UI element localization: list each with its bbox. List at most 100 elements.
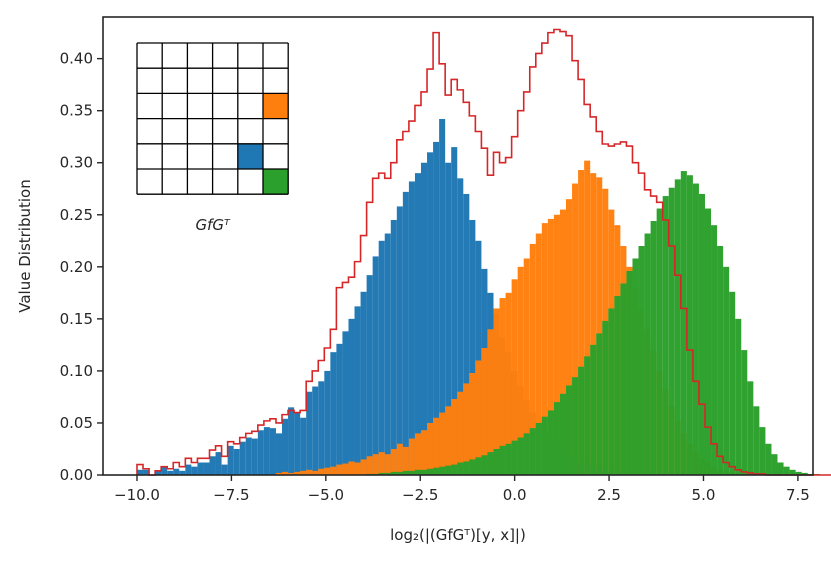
- bar: [451, 399, 458, 475]
- series-2: [366, 171, 820, 476]
- bar: [747, 381, 754, 475]
- bar: [342, 331, 349, 475]
- bar: [602, 320, 609, 475]
- bar: [427, 468, 434, 475]
- bar: [566, 385, 573, 475]
- bar: [408, 438, 415, 475]
- bar: [771, 454, 778, 475]
- bar: [457, 391, 464, 475]
- bar: [384, 454, 391, 475]
- bar: [324, 467, 331, 475]
- x-axis: −10.0 −7.5 −5.0 −2.5 0.0 2.5 5.0 7.5: [114, 475, 810, 504]
- bar: [578, 170, 585, 475]
- x-tick-label: 7.5: [786, 486, 810, 504]
- bar: [275, 472, 283, 475]
- bar: [469, 459, 476, 475]
- bar: [408, 181, 415, 476]
- bar: [493, 308, 500, 475]
- bar: [559, 209, 567, 475]
- y-tick-label: 0.35: [60, 102, 93, 120]
- bar: [650, 221, 657, 475]
- y-tick-label: 0.00: [60, 466, 93, 484]
- bar: [263, 427, 270, 475]
- bar: [360, 459, 367, 475]
- bar: [155, 470, 162, 475]
- bar: [384, 472, 391, 475]
- matrix-inset: [136, 42, 289, 195]
- bar: [420, 469, 428, 475]
- x-tick-label: −10.0: [114, 486, 160, 504]
- inset-label: GfGᵀ: [195, 216, 231, 234]
- bar: [451, 464, 458, 475]
- bar: [439, 412, 446, 475]
- bar: [668, 187, 675, 475]
- bar: [354, 462, 361, 475]
- bar: [282, 418, 289, 475]
- bar: [451, 147, 458, 475]
- bar: [372, 256, 379, 475]
- bar: [336, 343, 343, 475]
- bar: [372, 454, 379, 475]
- bar: [288, 472, 295, 475]
- bar: [427, 152, 434, 475]
- bar: [638, 246, 645, 475]
- bar: [420, 430, 428, 475]
- bar: [136, 469, 144, 475]
- bar: [644, 233, 651, 475]
- bar: [233, 448, 240, 475]
- bar: [463, 383, 470, 475]
- bar: [215, 452, 222, 475]
- plot-frame: [102, 16, 814, 476]
- matrix-cell-highlight: [263, 93, 289, 119]
- bar: [433, 467, 440, 475]
- bar: [487, 329, 494, 475]
- bar: [439, 466, 446, 475]
- y-tick-label: 0.30: [60, 154, 93, 172]
- bar: [547, 218, 554, 475]
- bar: [590, 173, 597, 476]
- bar: [402, 446, 409, 475]
- bar: [608, 308, 615, 475]
- bar: [318, 381, 325, 475]
- bar: [499, 298, 506, 475]
- bar: [318, 468, 325, 475]
- y-axis: 0.00 0.05 0.10 0.15 0.20 0.25 0.30 0.35 0.40: [60, 50, 103, 484]
- bar: [336, 464, 343, 475]
- bar: [553, 214, 560, 476]
- bar: [433, 141, 440, 475]
- bar: [360, 291, 367, 475]
- bar: [439, 119, 446, 475]
- bar: [789, 469, 796, 475]
- envelope-layer: [136, 28, 831, 476]
- bar: [475, 457, 482, 475]
- histogram-bars: [136, 119, 820, 476]
- bar: [402, 191, 409, 475]
- bar: [173, 468, 180, 475]
- bar: [257, 430, 264, 475]
- bar: [547, 410, 554, 475]
- bar: [559, 393, 567, 475]
- x-tick-label: 0.0: [503, 486, 527, 504]
- x-tick-label: −5.0: [308, 486, 344, 504]
- bar: [572, 377, 579, 475]
- bar: [378, 472, 385, 475]
- bar: [481, 348, 488, 475]
- bar: [396, 206, 403, 476]
- bar: [306, 391, 313, 475]
- bar: [427, 422, 434, 475]
- bar: [553, 402, 560, 475]
- bar: [167, 470, 174, 475]
- bar: [596, 333, 603, 475]
- bar: [698, 193, 705, 476]
- bar: [312, 386, 319, 475]
- bar: [590, 344, 597, 475]
- bar: [541, 223, 548, 475]
- bar: [239, 441, 246, 475]
- bar: [729, 291, 736, 475]
- bar: [517, 437, 524, 475]
- bar: [354, 306, 361, 475]
- bar: [572, 183, 579, 475]
- bar: [475, 360, 482, 475]
- bar: [209, 456, 216, 475]
- bar: [632, 258, 639, 475]
